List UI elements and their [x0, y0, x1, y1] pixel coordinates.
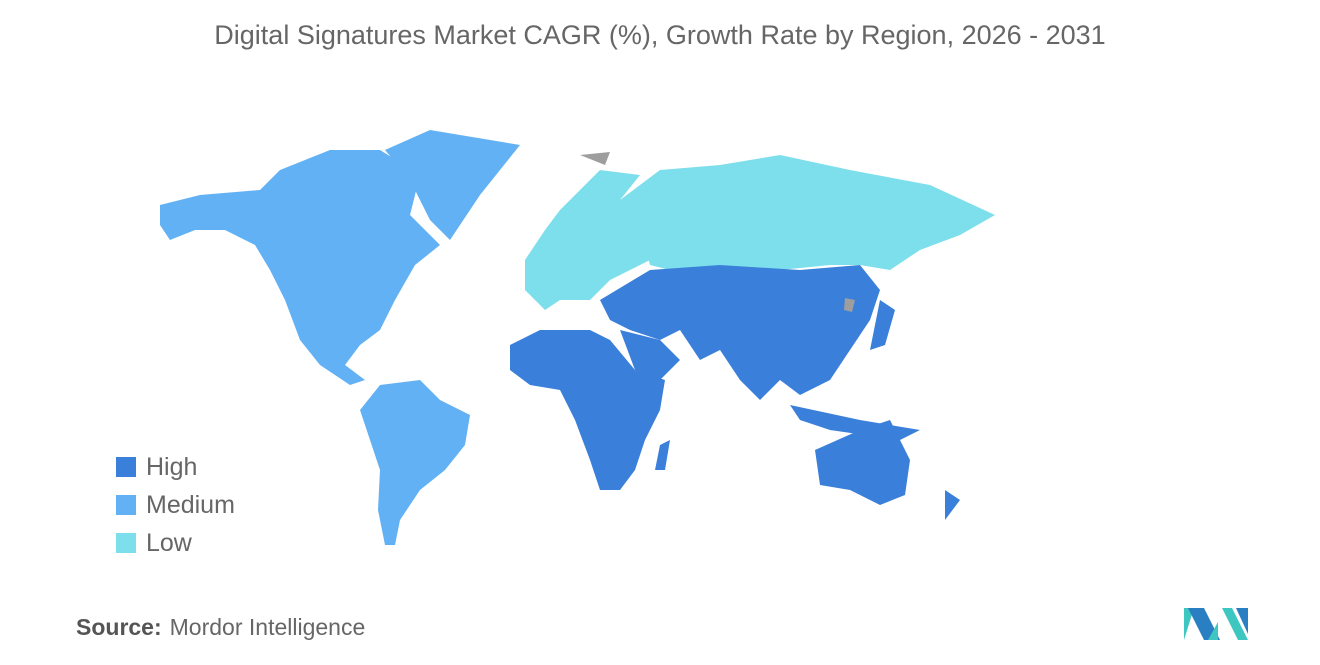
region-north-america	[160, 130, 520, 385]
korea-shape	[844, 298, 855, 312]
legend-swatch-low	[116, 533, 136, 553]
no-data-areas	[580, 152, 855, 312]
svalbard-shape	[580, 152, 610, 165]
legend-swatch-high	[116, 457, 136, 477]
new-zealand-shape	[945, 490, 960, 520]
greenland-shape	[385, 130, 520, 240]
legend-item-low: Low	[116, 524, 235, 562]
north-america-shape	[160, 150, 440, 385]
source-value: Mordor Intelligence	[169, 614, 366, 640]
source: Source: Mordor Intelligence	[76, 614, 365, 641]
region-europe-russia	[525, 155, 995, 310]
legend-label: High	[146, 452, 198, 481]
asia-shape	[600, 265, 880, 400]
australia-shape	[815, 420, 910, 505]
region-asia-pacific-mea	[510, 265, 960, 520]
legend-item-high: High	[116, 448, 235, 486]
legend-label: Medium	[146, 490, 235, 519]
mordor-logo-icon	[1184, 608, 1248, 640]
legend: High Medium Low	[116, 448, 235, 562]
russia-shape	[620, 155, 995, 275]
region-south-america	[360, 380, 470, 545]
arabia-shape	[620, 330, 680, 380]
madagascar-shape	[655, 440, 670, 470]
europe-shape	[525, 170, 650, 310]
legend-label: Low	[146, 528, 192, 557]
legend-swatch-medium	[116, 495, 136, 515]
chart-title: Digital Signatures Market CAGR (%), Grow…	[214, 20, 1106, 50]
africa-shape	[510, 330, 665, 490]
legend-item-medium: Medium	[116, 486, 235, 524]
japan-shape	[870, 300, 895, 350]
source-label: Source:	[76, 614, 162, 640]
